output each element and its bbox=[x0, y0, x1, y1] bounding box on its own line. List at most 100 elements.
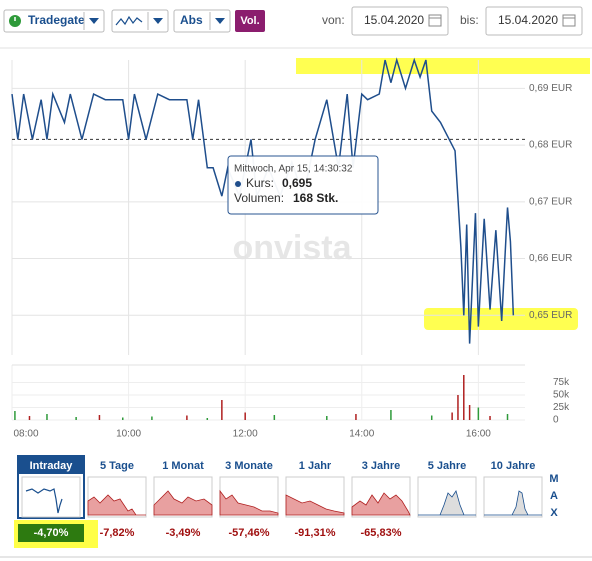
volume-bar bbox=[186, 415, 188, 420]
dropdown-arrow bbox=[89, 18, 99, 24]
y-tick-label: 50k bbox=[553, 390, 570, 401]
tooltip-volume-label: Volumen: bbox=[234, 191, 284, 205]
volume-bar bbox=[221, 400, 223, 420]
from-date-input[interactable] bbox=[351, 6, 449, 36]
tab-change: -7,82% bbox=[100, 527, 135, 539]
y-tick-label: 75k bbox=[553, 377, 570, 388]
tab-sparkline bbox=[351, 492, 411, 516]
tab-label[interactable]: 1 Jahr bbox=[299, 460, 332, 472]
highlight bbox=[296, 58, 590, 74]
to-date: 15.04.2020 bbox=[498, 13, 558, 27]
volume-bar bbox=[390, 410, 392, 420]
tab-sparkline bbox=[153, 490, 213, 516]
volume-bar bbox=[326, 416, 328, 420]
thumbnail-area bbox=[219, 489, 279, 516]
tooltip-price-label: Kurs: bbox=[246, 176, 274, 190]
mode-label: Abs bbox=[180, 13, 203, 27]
tab-thumbnail bbox=[21, 476, 81, 518]
tab-label[interactable]: Intraday bbox=[30, 460, 74, 472]
tab-change: -57,46% bbox=[229, 527, 270, 539]
volume-bar bbox=[451, 412, 453, 420]
calendar-icon[interactable] bbox=[428, 14, 442, 27]
tooltip-date: Mittwoch, Apr 15, 14:30:32 bbox=[234, 164, 353, 175]
volume-bar bbox=[477, 407, 480, 420]
tab-label[interactable]: 1 Monat bbox=[162, 460, 204, 472]
from-date: 15.04.2020 bbox=[364, 13, 424, 27]
volume-bar bbox=[273, 415, 276, 420]
volume-bar bbox=[122, 417, 124, 420]
volume-bar bbox=[98, 415, 101, 420]
tab-label[interactable]: 3 Jahre bbox=[362, 460, 401, 472]
mode-select[interactable] bbox=[173, 9, 231, 33]
from-label: von: bbox=[322, 13, 345, 27]
calendar-icon[interactable] bbox=[562, 14, 576, 27]
tooltip-box bbox=[227, 155, 379, 215]
y-tick-label: 0,65 EUR bbox=[529, 310, 572, 321]
tab-label[interactable]: 10 Jahre bbox=[491, 460, 536, 472]
tab-label[interactable]: 5 Jahre bbox=[428, 460, 467, 472]
tab-sparkline bbox=[418, 490, 476, 516]
x-tick-label: 12:00 bbox=[233, 429, 258, 440]
volume-bar bbox=[506, 414, 509, 420]
tooltip: Mittwoch, Apr 15, 14:30:32 Kurs: 0,695 V… bbox=[227, 155, 379, 215]
x-tick-label: 08:00 bbox=[13, 429, 38, 440]
thumbnail-area bbox=[484, 490, 542, 516]
volume-bar bbox=[430, 415, 433, 420]
volume-bar bbox=[14, 411, 16, 420]
x-tick-label: 10:00 bbox=[116, 429, 141, 440]
tab-thumbnail bbox=[483, 476, 543, 518]
volume-toggle[interactable] bbox=[235, 10, 265, 32]
volume-bar bbox=[206, 418, 209, 420]
thumbnail-area bbox=[418, 490, 476, 516]
volume-bar bbox=[457, 395, 459, 420]
dropdown-arrow bbox=[153, 18, 163, 24]
active-tab-frame bbox=[17, 455, 85, 519]
y-tick-label: 0 bbox=[553, 415, 559, 426]
volume-bar bbox=[244, 412, 246, 420]
volume-toggle-label: Vol. bbox=[240, 15, 259, 27]
tab-change: -3,49% bbox=[166, 527, 201, 539]
exchange-select[interactable] bbox=[3, 9, 105, 33]
tooltip-volume: 168 Stk. bbox=[293, 191, 338, 205]
tooltip-price: 0,695 bbox=[282, 176, 312, 190]
volume-bar bbox=[355, 414, 357, 420]
x-tick-label: 16:00 bbox=[466, 429, 491, 440]
tooltip-bullet bbox=[235, 181, 241, 187]
active-change-box bbox=[18, 524, 84, 542]
volume-bar bbox=[463, 375, 465, 420]
y-tick-label: 0,68 EUR bbox=[529, 140, 572, 151]
line-icon bbox=[115, 15, 143, 26]
thumbnail-area bbox=[285, 494, 345, 516]
x-tick-label: 14:00 bbox=[349, 429, 374, 440]
tab-label[interactable]: 5 Tage bbox=[100, 460, 134, 472]
active-tab-header bbox=[18, 456, 84, 474]
tab-sparkline bbox=[87, 494, 146, 516]
tab-label[interactable]: 3 Monate bbox=[225, 460, 273, 472]
watermark: onvista bbox=[232, 229, 352, 267]
thumbnail-area bbox=[351, 492, 411, 516]
volume-bar bbox=[468, 405, 471, 420]
to-label: bis: bbox=[460, 13, 479, 27]
to-date-input[interactable] bbox=[485, 6, 583, 36]
tab-sparkline bbox=[484, 490, 542, 516]
thumbnail-line bbox=[25, 488, 63, 514]
max-letter[interactable]: M bbox=[549, 473, 558, 485]
tab-sparkline bbox=[285, 494, 345, 516]
tab-sparkline bbox=[219, 489, 279, 516]
exchange-label: Tradegate bbox=[28, 13, 85, 27]
max-letter[interactable]: A bbox=[550, 490, 558, 502]
volume-bar bbox=[151, 416, 153, 420]
max-letter[interactable]: X bbox=[550, 507, 558, 519]
tab-change: -91,31% bbox=[295, 527, 336, 539]
tab-change: -65,83% bbox=[361, 527, 402, 539]
y-tick-label: 0,66 EUR bbox=[529, 253, 572, 264]
volume-bar bbox=[489, 416, 491, 420]
volume-bar bbox=[75, 417, 77, 420]
y-tick-label: 0,67 EUR bbox=[529, 196, 572, 207]
y-tick-label: 0,69 EUR bbox=[529, 83, 572, 94]
volume-bar bbox=[28, 416, 31, 420]
thumbnail-area bbox=[153, 490, 213, 516]
thumbnail-area bbox=[87, 494, 146, 516]
tab-change: -4,70% bbox=[34, 527, 69, 539]
